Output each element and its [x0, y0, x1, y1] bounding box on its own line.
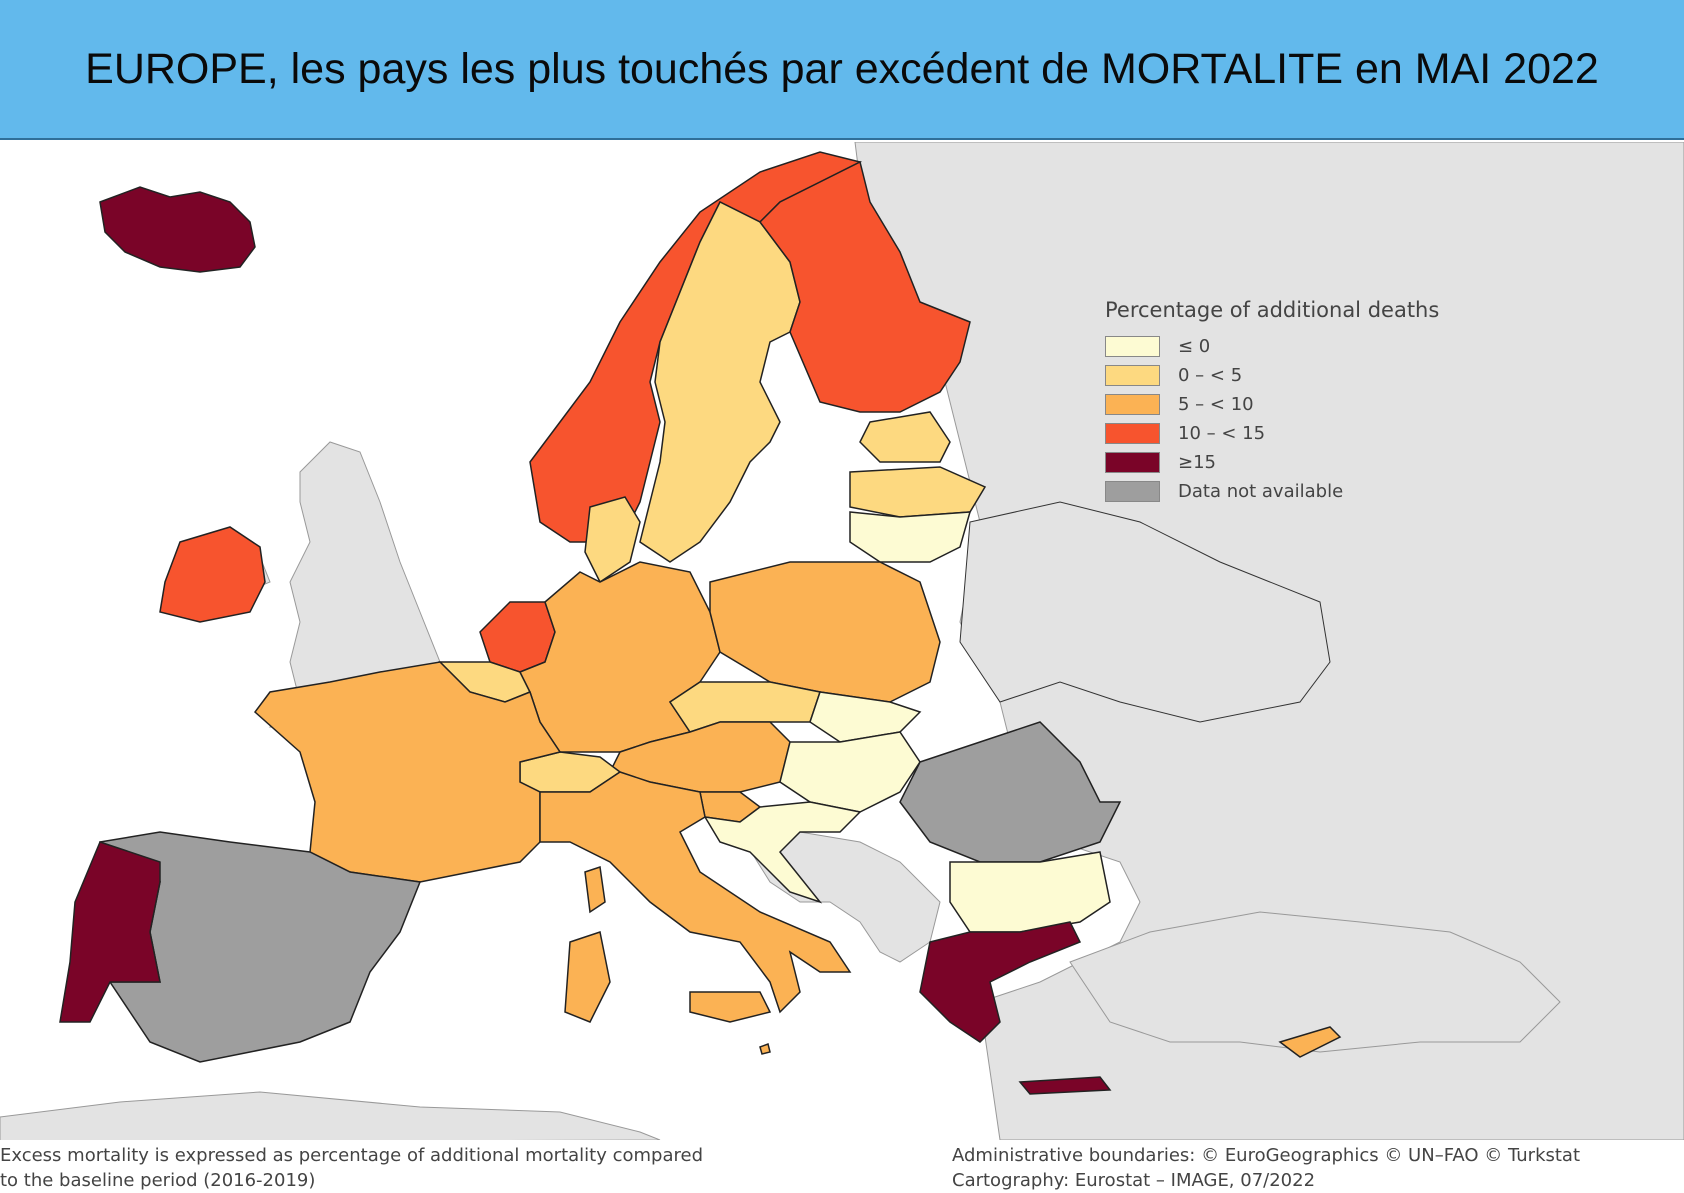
country-hungary [779, 731, 921, 813]
legend-swatch [1105, 336, 1160, 357]
country-italy [539, 771, 852, 1014]
legend-item: ≤ 0 [1105, 332, 1525, 361]
country-cyprus [1278, 1026, 1342, 1058]
country-sweden [639, 200, 801, 563]
country-finland [759, 160, 971, 413]
legend-swatch [1105, 452, 1160, 473]
country-latvia [849, 466, 987, 518]
legend-label: ≥15 [1178, 452, 1216, 473]
legend-item: ≥15 [1105, 448, 1525, 477]
island-sicily [689, 991, 772, 1023]
country-estonia [859, 411, 951, 463]
land-turkey [1069, 911, 1561, 1053]
legend-item: 0 – < 5 [1105, 361, 1525, 390]
legend-swatch [1105, 394, 1160, 415]
legend-swatch [1105, 423, 1160, 444]
footer-note-line1: Excess mortality is expressed as percent… [0, 1145, 704, 1166]
footer-credits-line1: Administrative boundaries: © EuroGeograp… [952, 1145, 1581, 1166]
legend-swatch [1105, 365, 1160, 386]
legend-label: 10 – < 15 [1178, 423, 1266, 444]
legend-item: 5 – < 10 [1105, 390, 1525, 419]
legend-label: ≤ 0 [1178, 336, 1211, 357]
legend-title: Percentage of additional deaths [1105, 298, 1440, 322]
map-area [0, 142, 1684, 1140]
island-crete [1018, 1076, 1112, 1095]
island-sardinia [564, 931, 611, 1023]
country-netherlands [479, 601, 556, 673]
map-title: EUROPE, les pays les plus touchés par ex… [85, 44, 1599, 93]
footer-note-line2: to the baseline period (2016-2019) [0, 1170, 316, 1191]
land-north-africa [0, 1091, 661, 1140]
country-bulgaria [949, 851, 1111, 933]
map-legend: Percentage of additional deaths ≤ 0 0 – <… [1105, 298, 1525, 506]
europe-map [0, 142, 1684, 1140]
land-belarus-ukraine [959, 501, 1331, 723]
country-greece [919, 921, 1082, 1043]
country-romania [899, 721, 1122, 863]
country-poland [709, 561, 941, 703]
legend-swatch [1105, 481, 1160, 502]
footer-credits-line2: Cartography: Eurostat – IMAGE, 07/2022 [952, 1170, 1316, 1191]
country-slovakia [809, 691, 922, 743]
country-ireland [159, 526, 266, 623]
legend-label: Data not available [1178, 481, 1344, 502]
legend-label: 0 – < 5 [1178, 365, 1243, 386]
island-corsica [584, 866, 606, 914]
title-bar: EUROPE, les pays les plus touchés par ex… [0, 0, 1684, 140]
country-lithuania [849, 511, 972, 563]
legend-item: 10 – < 15 [1105, 419, 1525, 448]
country-denmark [584, 496, 641, 584]
country-croatia [703, 801, 862, 904]
legend-label: 5 – < 10 [1178, 394, 1254, 415]
footer-note: Excess mortality is expressed as percent… [0, 1143, 703, 1193]
legend-rows: ≤ 0 0 – < 5 5 – < 10 10 – < 15 ≥15 Data not a… [1105, 332, 1525, 506]
footer-credits: Administrative boundaries: © EuroGeograp… [952, 1143, 1580, 1193]
country-portugal [59, 841, 161, 1023]
land-western-balkans [744, 831, 941, 963]
country-malta [759, 1043, 771, 1055]
legend-item: Data not available [1105, 477, 1525, 506]
country-iceland [99, 186, 256, 273]
